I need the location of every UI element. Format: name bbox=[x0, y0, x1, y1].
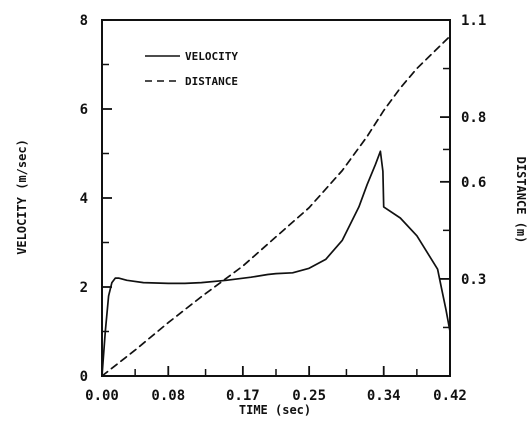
y-tick-label: 6 bbox=[80, 102, 88, 118]
series-layer bbox=[101, 35, 451, 377]
x-tick-label: 0.08 bbox=[151, 388, 185, 404]
y2-tick-label: 0.8 bbox=[461, 110, 486, 126]
y-tick-label: 0 bbox=[80, 369, 88, 385]
left-axis-title: VELOCITY (m/sec) bbox=[15, 139, 29, 255]
x-axis-ticks: 0.00 0.08 0.17 0.25 0.34 0.42 bbox=[85, 366, 467, 404]
x-tick-label: 0.17 bbox=[226, 388, 260, 404]
legend-velocity-label: VELOCITY bbox=[185, 50, 238, 63]
x-tick-label: 0.25 bbox=[292, 388, 326, 404]
velocity-series-line bbox=[101, 150, 451, 377]
x-tick-label: 0.00 bbox=[85, 388, 119, 404]
x-axis-title: TIME (sec) bbox=[239, 403, 311, 417]
right-axis-title: DISTANCE (m) bbox=[514, 157, 528, 244]
distance-series-line bbox=[101, 35, 451, 377]
x-tick-label: 0.42 bbox=[433, 388, 467, 404]
legend: VELOCITY DISTANCE bbox=[145, 50, 238, 88]
y2-tick-label: 0.6 bbox=[461, 175, 486, 191]
plot-frame bbox=[101, 19, 451, 377]
y-tick-label: 8 bbox=[80, 13, 88, 29]
y-tick-label: 4 bbox=[80, 191, 88, 207]
legend-distance-label: DISTANCE bbox=[185, 75, 238, 88]
right-axis-ticks: 0.3 0.6 0.8 1.1 bbox=[440, 13, 486, 329]
y-tick-label: 2 bbox=[80, 280, 88, 296]
x-tick-label: 0.34 bbox=[367, 388, 401, 404]
y2-tick-label: 0.3 bbox=[461, 272, 486, 288]
left-axis-ticks: 0 2 4 6 8 bbox=[80, 13, 112, 385]
y2-tick-label: 1.1 bbox=[461, 13, 486, 29]
